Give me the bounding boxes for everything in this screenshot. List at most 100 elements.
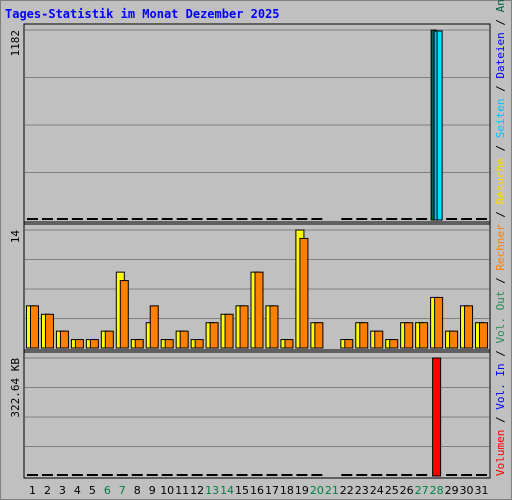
bar-rechner-13 xyxy=(209,322,219,349)
bar-volumen-17 xyxy=(266,474,278,476)
x-tick-label-9: 9 xyxy=(149,484,156,497)
bar-rechner-2 xyxy=(44,313,54,349)
bar-anfragen-18 xyxy=(281,218,293,220)
legend-seiten: Seiten xyxy=(494,98,507,138)
bar-rechner-20 xyxy=(314,322,324,349)
bar-anfragen-11 xyxy=(176,218,188,220)
bar-volumen-1 xyxy=(27,474,38,476)
legend-separator: / xyxy=(494,12,507,32)
bar-rechner-18 xyxy=(284,339,294,349)
legend-anfragen: Anfragen xyxy=(494,0,507,12)
bar-volumen-22 xyxy=(341,474,353,476)
bar-volumen-28 xyxy=(432,357,442,477)
bar-volumen-20 xyxy=(311,474,323,476)
bar-rechner-19 xyxy=(299,237,309,349)
bar-rechner-3 xyxy=(59,330,69,349)
x-tick-label-28: 28 xyxy=(430,484,444,497)
x-tick-label-13: 13 xyxy=(205,484,219,497)
bar-volumen-3 xyxy=(56,474,68,476)
bar-rechner-6 xyxy=(104,330,114,349)
bar-rechner-11 xyxy=(179,330,189,349)
x-tick-label-15: 15 xyxy=(235,484,249,497)
bar-rechner-30 xyxy=(464,305,474,349)
x-tick-label-5: 5 xyxy=(89,484,96,497)
legend-volumen: Volumen xyxy=(494,430,507,476)
bar-rechner-9 xyxy=(149,305,159,349)
bar-volumen-2 xyxy=(41,474,53,476)
bar-volumen-4 xyxy=(71,474,83,476)
bar-rechner-14 xyxy=(224,313,234,349)
bar-anfragen-25 xyxy=(386,218,398,220)
bar-rechner-29 xyxy=(449,330,459,349)
bar-anfragen-14 xyxy=(221,218,233,220)
panel-hits: 1182 xyxy=(9,23,491,223)
panel-volume-max-label: 322.64 KB xyxy=(9,358,22,418)
x-tick-label-8: 8 xyxy=(134,484,141,497)
panel-hits-frame xyxy=(23,23,491,223)
bar-volumen-24 xyxy=(371,474,383,476)
bar-anfragen-26 xyxy=(401,218,413,220)
bar-anfragen-22 xyxy=(341,218,353,220)
bar-volumen-6 xyxy=(101,474,113,476)
x-tick-label-4: 4 xyxy=(74,484,81,497)
bar-rechner-27 xyxy=(419,322,429,349)
bar-volumen-27 xyxy=(416,474,428,476)
bar-anfragen-29 xyxy=(446,218,458,220)
plot-frame xyxy=(23,23,491,479)
bar-volumen-12 xyxy=(191,474,203,476)
legend: Volumen / Vol. In / Vol. Out / Rechner /… xyxy=(494,0,507,476)
bar-volumen-16 xyxy=(251,474,263,476)
x-tick-label-30: 30 xyxy=(460,484,474,497)
bar-anfragen-8 xyxy=(131,218,143,220)
bar-anfragen-6 xyxy=(101,218,113,220)
bar-anfragen-23 xyxy=(356,218,368,220)
bar-rechner-10 xyxy=(164,339,174,349)
bar-rechner-8 xyxy=(134,339,144,349)
x-tick-label-16: 16 xyxy=(250,484,264,497)
bar-rechner-26 xyxy=(404,322,414,349)
bar-rechner-17 xyxy=(269,305,279,349)
legend-besuche: Besuche xyxy=(494,158,507,204)
legend-separator: / xyxy=(494,79,507,99)
bar-rechner-23 xyxy=(359,322,369,349)
legend-separator: / xyxy=(494,138,507,158)
x-tick-label-24: 24 xyxy=(370,484,384,497)
panel-volume: 322.64 KB xyxy=(9,351,491,479)
x-tick-label-14: 14 xyxy=(220,484,234,497)
bar-volumen-30 xyxy=(461,474,473,476)
bar-rechner-16 xyxy=(254,271,264,349)
bar-anfragen-3 xyxy=(56,218,68,220)
bar-rechner-7 xyxy=(119,280,129,349)
bar-rechner-4 xyxy=(74,339,84,349)
bar-rechner-28 xyxy=(434,296,444,349)
x-tick-label-25: 25 xyxy=(385,484,399,497)
panel-volume-frame xyxy=(23,351,491,479)
bar-volumen-10 xyxy=(161,474,173,476)
legend-vol-in: Vol. In xyxy=(494,363,507,409)
panel-visits-frame xyxy=(23,223,491,351)
bar-anfragen-17 xyxy=(266,218,278,220)
panel-hits-max-label: 1182 xyxy=(9,30,22,57)
bar-rechner-31 xyxy=(479,322,489,349)
x-tick-label-6: 6 xyxy=(104,484,111,497)
bar-rechner-25 xyxy=(389,339,399,349)
bar-anfragen-13 xyxy=(206,218,218,220)
bar-anfragen-30 xyxy=(461,218,473,220)
bar-volumen-26 xyxy=(401,474,413,476)
legend-rechner: Rechner xyxy=(494,224,507,271)
x-tick-label-29: 29 xyxy=(445,484,459,497)
bar-volumen-13 xyxy=(206,474,218,476)
bar-anfragen-24 xyxy=(371,218,383,220)
bar-volumen-23 xyxy=(356,474,368,476)
x-tick-label-7: 7 xyxy=(119,484,126,497)
bar-volumen-7 xyxy=(116,474,128,476)
x-tick-label-22: 22 xyxy=(340,484,354,497)
bar-volumen-18 xyxy=(281,474,293,476)
bar-volumen-15 xyxy=(236,474,248,476)
bar-seiten-28 xyxy=(436,30,443,221)
bar-anfragen-16 xyxy=(251,218,263,220)
bar-anfragen-5 xyxy=(86,218,98,220)
x-tick-label-3: 3 xyxy=(59,484,66,497)
